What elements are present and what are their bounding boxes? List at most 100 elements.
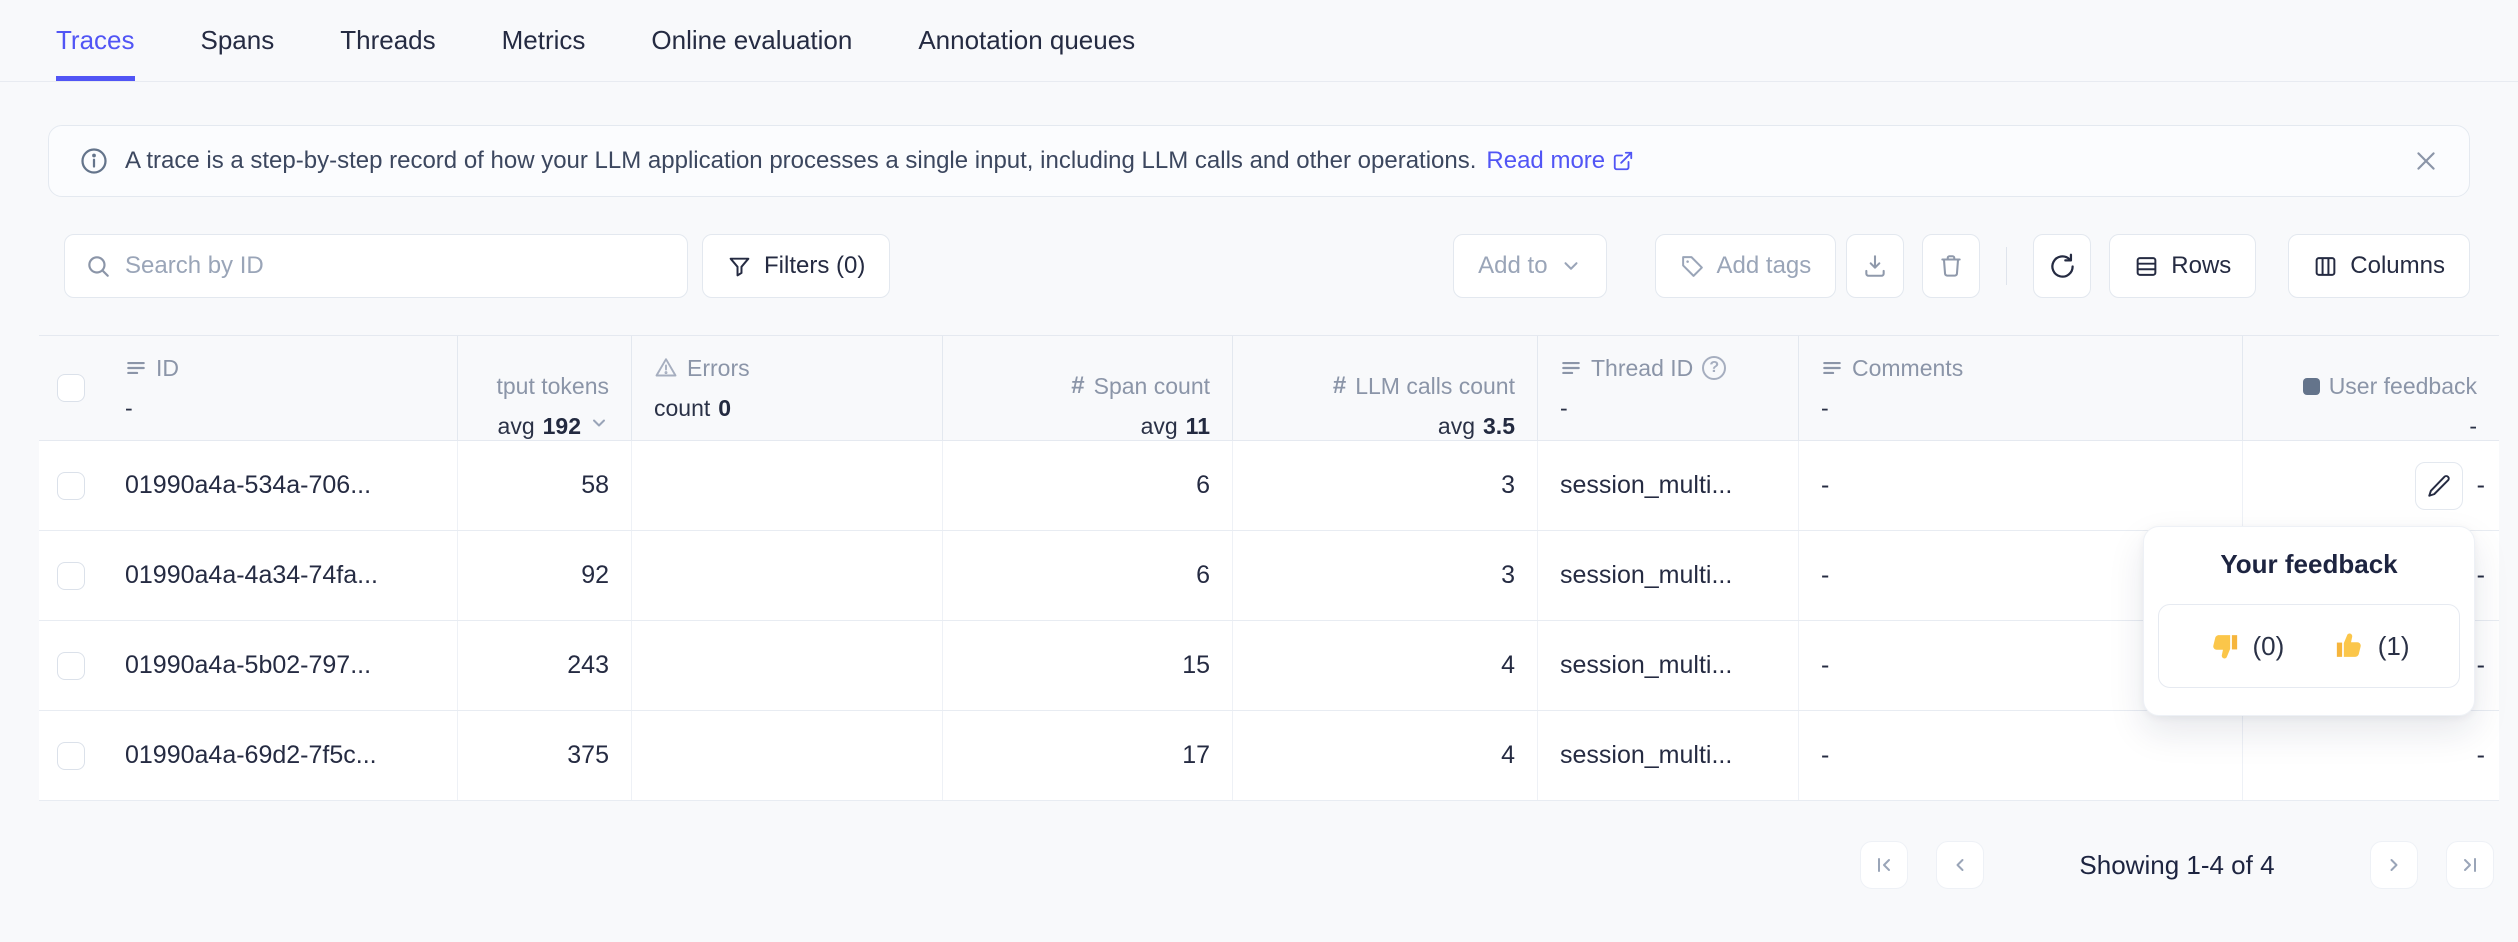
filter-funnel-icon <box>727 254 752 279</box>
last-page-button[interactable] <box>2446 841 2494 889</box>
column-header-thread-id[interactable]: Thread ID ? - <box>1538 336 1799 440</box>
next-page-button[interactable] <box>2370 841 2418 889</box>
thumbs-down-icon <box>2208 630 2240 662</box>
tab-online-evaluation[interactable]: Online evaluation <box>651 25 853 55</box>
hash-icon: # <box>1071 372 1085 399</box>
errors-cell <box>632 621 943 710</box>
chevron-right-icon <box>2382 853 2406 877</box>
search-box <box>64 234 688 298</box>
rows-icon <box>2134 254 2159 279</box>
llm-calls-cell: 4 <box>1233 621 1538 710</box>
output-tokens-cell: 58 <box>458 441 632 530</box>
warning-triangle-icon <box>654 356 678 380</box>
first-page-icon <box>1872 853 1896 877</box>
trace-id-link[interactable]: 01990a4a-4a34-74fa... <box>125 561 378 589</box>
span-count-cell: 17 <box>943 711 1233 800</box>
table-row[interactable]: 01990a4a-5b02-797... 243 15 4 session_mu… <box>39 621 2499 711</box>
trace-id-link[interactable]: 01990a4a-5b02-797... <box>125 651 372 679</box>
column-header-id[interactable]: ID - <box>103 336 458 440</box>
search-icon <box>85 253 111 279</box>
trash-icon <box>1938 253 1964 279</box>
column-header-comments[interactable]: Comments - <box>1799 336 2243 440</box>
errors-cell <box>632 531 943 620</box>
span-count-cell: 6 <box>943 531 1233 620</box>
select-all-checkbox[interactable] <box>57 374 85 402</box>
column-header-span-count[interactable]: # Span count avg 11 <box>943 336 1233 440</box>
text-lines-icon <box>1560 357 1582 379</box>
feedback-options: (0) (1) <box>2158 604 2460 688</box>
errors-cell <box>632 711 943 800</box>
trace-id-link[interactable]: 01990a4a-534a-706... <box>125 471 372 499</box>
output-tokens-cell: 92 <box>458 531 632 620</box>
tab-threads[interactable]: Threads <box>340 25 436 55</box>
thumbs-down-button[interactable]: (0) <box>2208 630 2284 662</box>
columns-button[interactable]: Columns <box>2288 234 2470 298</box>
add-to-button[interactable]: Add to <box>1453 234 1607 298</box>
row-checkbox[interactable] <box>57 741 85 770</box>
comments-cell: - <box>1799 441 2243 530</box>
feedback-square-icon <box>2302 378 2320 395</box>
row-checkbox[interactable] <box>57 561 85 590</box>
thread-id-link[interactable]: session_multi... <box>1560 741 1733 769</box>
columns-icon <box>2313 254 2338 279</box>
llm-calls-cell: 4 <box>1233 711 1538 800</box>
user-feedback-popover: Your feedback (0) (1) <box>2143 526 2475 716</box>
thumbs-up-button[interactable]: (1) <box>2334 630 2410 662</box>
refresh-button[interactable] <box>2033 234 2092 298</box>
user-feedback-cell: - <box>2243 441 2499 530</box>
help-circle-icon[interactable]: ? <box>1702 356 1727 380</box>
add-tags-button[interactable]: Add tags <box>1654 234 1837 298</box>
row-checkbox[interactable] <box>57 471 85 500</box>
traces-toolbar: Filters (0) Add to Add tags <box>48 234 2470 298</box>
feedback-popover-title: Your feedback <box>2220 549 2398 579</box>
trace-info-banner: A trace is a step-by-step record of how … <box>48 125 2470 197</box>
column-header-output-tokens[interactable]: tput tokens avg 192 <box>458 336 632 440</box>
rows-height-button[interactable]: Rows <box>2109 234 2257 298</box>
table-row[interactable]: 01990a4a-69d2-7f5c... 375 17 4 session_m… <box>39 711 2499 801</box>
refresh-icon <box>2049 253 2076 280</box>
filters-button[interactable]: Filters (0) <box>702 234 891 298</box>
tab-metrics[interactable]: Metrics <box>501 25 586 55</box>
edit-feedback-button[interactable] <box>2414 461 2463 510</box>
table-row[interactable]: 01990a4a-534a-706... 58 6 3 session_mult… <box>39 441 2499 531</box>
search-input[interactable] <box>125 252 667 280</box>
chevron-down-icon <box>1560 255 1582 277</box>
column-header-errors[interactable]: Errors count 0 <box>632 336 943 440</box>
table-row[interactable]: 01990a4a-4a34-74fa... 92 6 3 session_mul… <box>39 531 2499 621</box>
thread-id-link[interactable]: session_multi... <box>1560 561 1733 589</box>
download-icon <box>1862 253 1888 279</box>
user-feedback-cell: - <box>2476 561 2485 589</box>
export-download-button[interactable] <box>1846 234 1905 298</box>
row-checkbox[interactable] <box>57 651 85 680</box>
pagination-summary: Showing 1-4 of 4 <box>2079 849 2275 880</box>
tab-spans[interactable]: Spans <box>200 25 275 55</box>
hash-icon: # <box>1332 372 1347 399</box>
toolbar-divider <box>2006 247 2008 285</box>
text-lines-icon <box>125 357 147 379</box>
pencil-icon <box>2426 473 2452 499</box>
llm-calls-cell: 3 <box>1233 531 1538 620</box>
user-feedback-cell: - <box>2476 741 2485 769</box>
errors-cell <box>632 441 943 530</box>
info-icon <box>79 146 109 176</box>
last-page-icon <box>2458 853 2482 877</box>
banner-close-button[interactable] <box>2413 148 2439 174</box>
span-count-cell: 15 <box>943 621 1233 710</box>
column-header-user-feedback[interactable]: User feedback - <box>2243 336 2499 440</box>
aggregation-chevron-icon[interactable] <box>589 419 609 433</box>
trace-id-link[interactable]: 01990a4a-69d2-7f5c... <box>125 741 377 769</box>
select-all-cell <box>39 336 103 440</box>
delete-button[interactable] <box>1922 234 1981 298</box>
banner-message: A trace is a step-by-step record of how … <box>125 147 1477 174</box>
first-page-button[interactable] <box>1860 841 1908 889</box>
previous-page-button[interactable] <box>1936 841 1984 889</box>
llm-calls-cell: 3 <box>1233 441 1538 530</box>
table-header-row: ID - tput tokens avg 192 <box>39 335 2499 441</box>
tab-traces[interactable]: Traces <box>56 0 135 81</box>
text-lines-icon <box>1821 357 1843 379</box>
read-more-link[interactable]: Read more <box>1486 147 1634 175</box>
thread-id-link[interactable]: session_multi... <box>1560 471 1733 499</box>
thread-id-link[interactable]: session_multi... <box>1560 651 1733 679</box>
column-header-llm-calls-count[interactable]: # LLM calls count avg 3.5 <box>1233 336 1538 440</box>
tab-annotation-queues[interactable]: Annotation queues <box>918 25 1136 55</box>
